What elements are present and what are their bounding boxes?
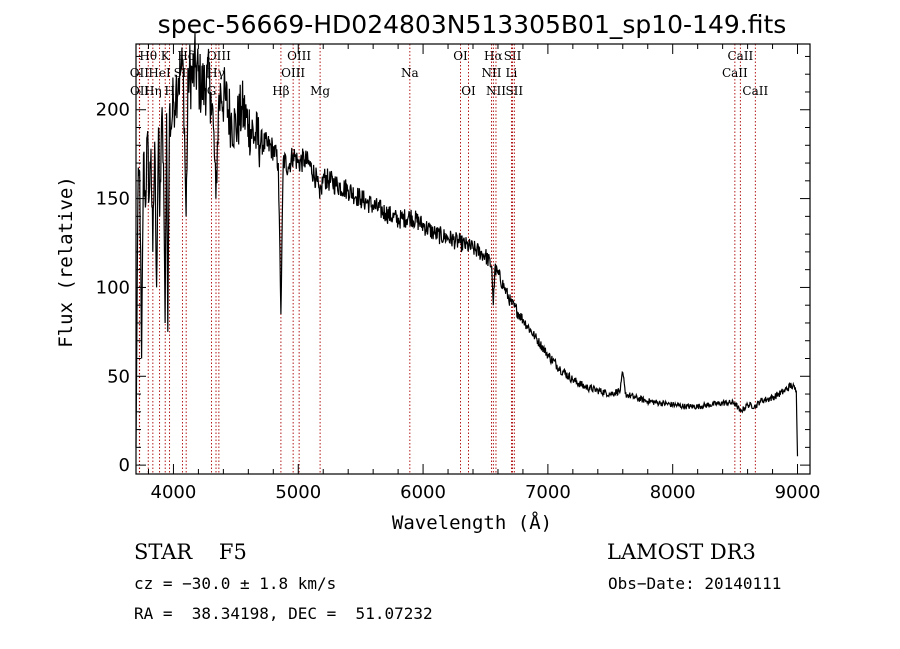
y-tick-label: 150 [96, 189, 130, 210]
chart-title: spec-56669-HD024803N513305B01_sp10-149.f… [158, 10, 787, 39]
y-tick-label: 200 [96, 100, 130, 121]
line-marker-label: SII [504, 49, 522, 63]
line-marker-label: OI [453, 49, 468, 63]
observation-date: Obs−Date: 20140111 [608, 574, 782, 593]
line-marker-label: Mg [310, 84, 330, 98]
x-tick-label: 4000 [151, 482, 197, 503]
redshift-info: cz = −30.0 ± 1.8 km/s [134, 574, 337, 593]
y-tick-label: 50 [107, 366, 130, 387]
x-tick-label: 5000 [275, 482, 321, 503]
line-marker-label: OI [461, 84, 476, 98]
axis-ticks [136, 44, 810, 474]
line-marker-label: OIII [207, 49, 231, 63]
spectrum-line [135, 33, 799, 457]
coordinates: RA = 38.34198, DEC = 51.07232 [134, 604, 433, 623]
x-tick-label: 6000 [400, 482, 446, 503]
x-tick-label: 8000 [650, 482, 696, 503]
line-marker-label: CaII [722, 66, 748, 80]
x-tick-label: 7000 [525, 482, 571, 503]
x-tick-label: 9000 [775, 482, 821, 503]
line-marker-label: SII [174, 66, 192, 80]
line-marker-label: Li [506, 66, 518, 80]
object-class: STAR F5 [134, 540, 247, 564]
line-marker-label: Hθ [139, 49, 157, 63]
y-axis-label: Flux (relative) [55, 176, 77, 348]
line-marker-label: CaII [727, 49, 753, 63]
line-marker-label: OIII [287, 49, 311, 63]
line-marker-label: OIII [281, 66, 305, 80]
y-tick-label: 100 [96, 277, 130, 298]
line-marker-label: Na [401, 66, 419, 80]
line-marker-label: CaII [742, 84, 768, 98]
line-marker-label: K [161, 49, 171, 63]
line-marker-label: G [207, 84, 217, 98]
survey-name: LAMOST DR3 [607, 540, 756, 564]
axis-tick-labels: 4000 5000 6000 7000 8000 9000 0 50 100 150 200 [96, 100, 821, 503]
line-marker-label: NII [481, 66, 501, 80]
line-marker-label: H [164, 84, 174, 98]
x-axis-label: Wavelength (Å) [392, 511, 552, 534]
line-marker-label: NII [486, 84, 506, 98]
line-marker-label: Hβ [272, 84, 289, 98]
line-marker-label: SII [505, 84, 523, 98]
line-marker-label: Hα [484, 49, 503, 63]
line-marker-label: Hη [144, 84, 162, 98]
line-marker-label: OII [130, 84, 150, 98]
line-marker-label: HeI [148, 66, 171, 80]
y-tick-label: 0 [119, 455, 130, 476]
